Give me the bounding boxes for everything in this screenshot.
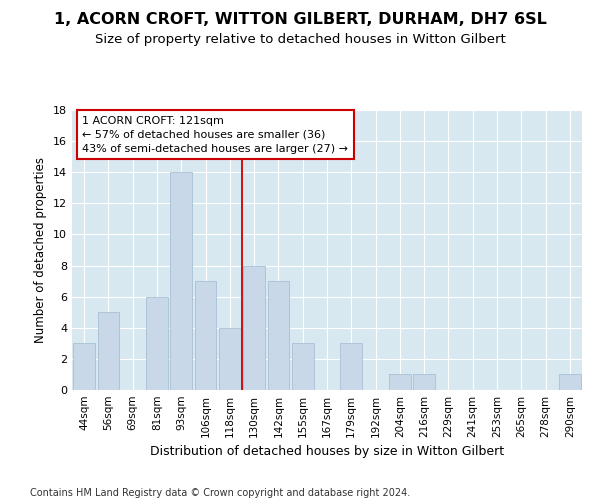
Bar bbox=[194, 281, 217, 390]
Bar bbox=[268, 281, 289, 390]
Text: 1, ACORN CROFT, WITTON GILBERT, DURHAM, DH7 6SL: 1, ACORN CROFT, WITTON GILBERT, DURHAM, … bbox=[53, 12, 547, 28]
Text: Size of property relative to detached houses in Witton Gilbert: Size of property relative to detached ho… bbox=[95, 32, 505, 46]
Bar bbox=[340, 344, 362, 390]
Bar bbox=[97, 312, 119, 390]
Bar bbox=[243, 266, 265, 390]
Bar bbox=[170, 172, 192, 390]
Text: 1 ACORN CROFT: 121sqm
← 57% of detached houses are smaller (36)
43% of semi-deta: 1 ACORN CROFT: 121sqm ← 57% of detached … bbox=[82, 116, 348, 154]
Bar bbox=[292, 344, 314, 390]
Bar bbox=[146, 296, 168, 390]
Text: Contains HM Land Registry data © Crown copyright and database right 2024.: Contains HM Land Registry data © Crown c… bbox=[30, 488, 410, 498]
Bar bbox=[219, 328, 241, 390]
Bar bbox=[559, 374, 581, 390]
Bar bbox=[413, 374, 435, 390]
X-axis label: Distribution of detached houses by size in Witton Gilbert: Distribution of detached houses by size … bbox=[150, 446, 504, 458]
Bar bbox=[389, 374, 411, 390]
Bar bbox=[73, 344, 95, 390]
Y-axis label: Number of detached properties: Number of detached properties bbox=[34, 157, 47, 343]
